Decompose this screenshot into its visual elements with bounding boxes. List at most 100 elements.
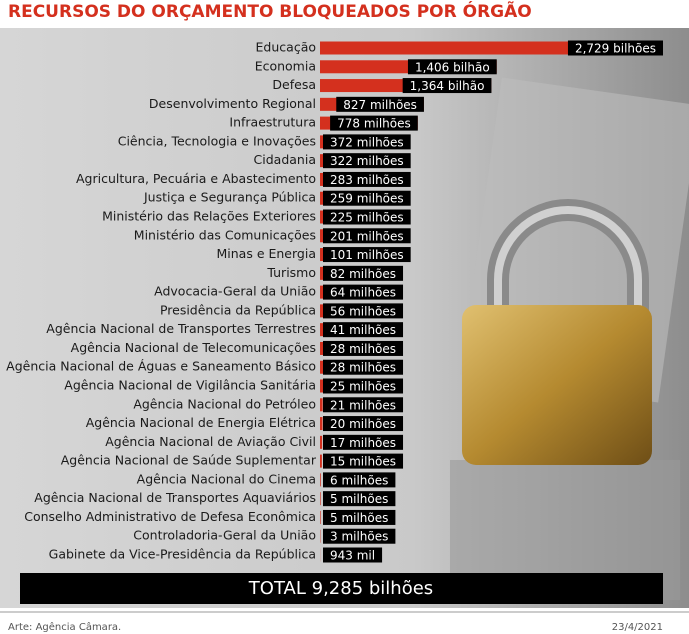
category-label: Educação [256, 40, 316, 55]
value-label-box [323, 472, 396, 488]
value-label-box [323, 209, 411, 225]
value-label-box [323, 434, 404, 450]
bar [320, 454, 322, 468]
category-label: Ministério das Relações Exteriores [102, 209, 316, 224]
value-label: 21 milhões [330, 398, 396, 412]
total-box [20, 573, 663, 604]
value-label-box [323, 340, 404, 356]
value-label-box [323, 397, 404, 413]
bar [320, 492, 321, 506]
bar [320, 341, 324, 355]
value-label: 28 milhões [330, 361, 396, 375]
value-label-box [323, 228, 411, 244]
value-label: 82 milhões [330, 267, 396, 281]
value-label-box [323, 190, 411, 206]
value-label: 1,406 bilhão [415, 60, 490, 74]
value-label: 2,729 bilhões [575, 42, 656, 56]
value-label: 201 milhões [330, 229, 404, 243]
value-label-box [323, 284, 404, 300]
bar [320, 417, 323, 431]
value-label: 1,364 bilhão [410, 79, 485, 93]
category-label: Justiça e Segurança Pública [143, 190, 316, 205]
value-label-box [407, 59, 497, 75]
value-label: 259 milhões [330, 192, 404, 206]
bar [320, 360, 324, 374]
value-label-box [323, 322, 404, 338]
date: 23/4/2021 [612, 622, 663, 633]
value-label-box [323, 528, 396, 544]
value-label: 25 milhões [330, 380, 396, 394]
value-label: 943 mil [330, 549, 375, 563]
value-label: 15 milhões [330, 455, 396, 469]
value-label-box [323, 265, 404, 281]
value-label: 6 milhões [330, 473, 388, 487]
category-label: Infraestrutura [229, 115, 316, 130]
value-label-box [323, 453, 404, 469]
value-label: 225 milhões [330, 211, 404, 225]
source: Arte: Agência Câmara. [8, 621, 121, 633]
category-label: Minas e Energia [217, 246, 317, 261]
category-label: Economia [255, 58, 316, 73]
category-label: Cidadania [254, 152, 316, 167]
value-label-box [336, 96, 424, 112]
category-label: Presidência da República [160, 302, 316, 317]
value-label: 41 milhões [330, 323, 396, 337]
category-label: Controladoria-Geral da União [133, 528, 316, 543]
value-label: 20 milhões [330, 417, 396, 431]
value-label-box [323, 547, 383, 563]
chart-title: RECURSOS DO ORÇAMENTO BLOQUEADOS POR ÓRG… [8, 0, 532, 22]
category-label: Defesa [272, 77, 316, 92]
value-label-box [402, 78, 492, 94]
value-label: 827 milhões [343, 98, 417, 112]
bar [320, 323, 326, 337]
value-label-box [323, 247, 411, 263]
category-label: Agência Nacional do Petróleo [133, 396, 316, 411]
category-label: Agência Nacional de Águas e Saneamento B… [6, 359, 316, 374]
category-label: Agência Nacional de Telecomunicações [71, 340, 316, 355]
category-label: Gabinete da Vice-Presidência da Repúblic… [49, 547, 316, 562]
total: TOTAL 9,285 bilhões [248, 578, 433, 599]
category-label: Agência Nacional de Vigilância Sanitária [64, 378, 316, 393]
value-label-box [323, 303, 404, 319]
category-label: Advocacia-Geral da União [154, 284, 316, 299]
bar [320, 473, 321, 487]
value-label: 283 milhões [330, 173, 404, 187]
bar [320, 510, 321, 524]
value-label-box [567, 40, 663, 56]
category-label: Agência Nacional de Aviação Civil [105, 434, 316, 449]
value-label: 64 milhões [330, 286, 396, 300]
category-label: Agricultura, Pecuária e Abastecimento [76, 171, 316, 186]
padlock-body [462, 305, 652, 465]
value-label-box [323, 171, 411, 187]
value-label-box [323, 359, 404, 375]
category-label: Agência Nacional de Energia Elétrica [86, 415, 316, 430]
value-label: 101 milhões [330, 248, 404, 262]
value-label-box [323, 378, 404, 394]
category-label: Agência Nacional de Saúde Suplementar [61, 453, 317, 468]
bar [320, 398, 323, 412]
bar [320, 435, 323, 449]
value-label: 322 milhões [330, 154, 404, 168]
category-label: Turismo [266, 265, 316, 280]
value-label-box [323, 416, 404, 432]
value-label-box [330, 115, 418, 131]
value-label: 56 milhões [330, 304, 396, 318]
category-label: Agência Nacional de Transportes Aquaviár… [34, 490, 316, 505]
value-label: 28 milhões [330, 342, 396, 356]
category-label: Desenvolvimento Regional [149, 96, 316, 111]
value-label-box [323, 134, 411, 150]
category-label: Agência Nacional de Transportes Terrestr… [46, 321, 316, 336]
value-label: 5 milhões [330, 492, 388, 506]
bar [320, 379, 324, 393]
value-label-box [323, 153, 411, 169]
category-label: Ciência, Tecnologia e Inovações [118, 133, 316, 148]
value-label-box [323, 509, 396, 525]
value-label: 17 milhões [330, 436, 396, 450]
category-label: Conselho Administrativo de Defesa Econôm… [24, 509, 316, 524]
value-label: 372 milhões [330, 135, 404, 149]
value-label-box [323, 491, 396, 507]
category-label: Agência Nacional do Cinema [137, 471, 316, 486]
value-label: 5 milhões [330, 511, 388, 525]
